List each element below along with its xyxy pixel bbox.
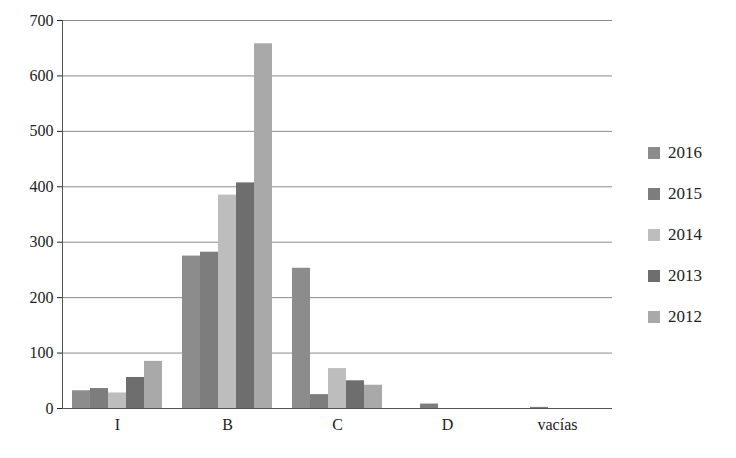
- svg-text:vacías: vacías: [538, 416, 578, 433]
- svg-text:200: 200: [30, 289, 54, 306]
- svg-text:C: C: [332, 416, 343, 433]
- svg-text:400: 400: [30, 178, 54, 195]
- svg-text:500: 500: [30, 122, 54, 139]
- svg-text:I: I: [115, 416, 120, 433]
- svg-text:D: D: [442, 416, 454, 433]
- html-text:2015: 2015: [668, 183, 702, 203]
- svg-text:100: 100: [30, 344, 54, 361]
- html-text:2014: 2014: [668, 224, 702, 244]
- svg-text:600: 600: [30, 67, 54, 84]
- html-text:2016: 2016: [668, 142, 702, 162]
- html-text:2013: 2013: [668, 265, 702, 285]
- svg-text:300: 300: [30, 233, 54, 250]
- svg-text:B: B: [222, 416, 233, 433]
- svg-text:700: 700: [30, 12, 54, 29]
- html-text:2012: 2012: [668, 306, 702, 326]
- svg-text:0: 0: [46, 400, 54, 417]
